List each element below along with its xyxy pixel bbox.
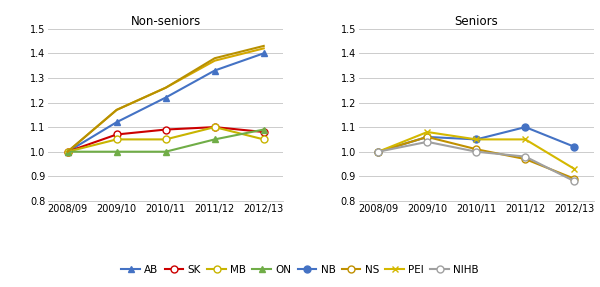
Legend: AB, SK, MB, ON, NB, NS, PEI, NIHB: AB, SK, MB, ON, NB, NS, PEI, NIHB <box>117 261 483 279</box>
Title: Non-seniors: Non-seniors <box>131 15 201 28</box>
Title: Seniors: Seniors <box>454 15 498 28</box>
